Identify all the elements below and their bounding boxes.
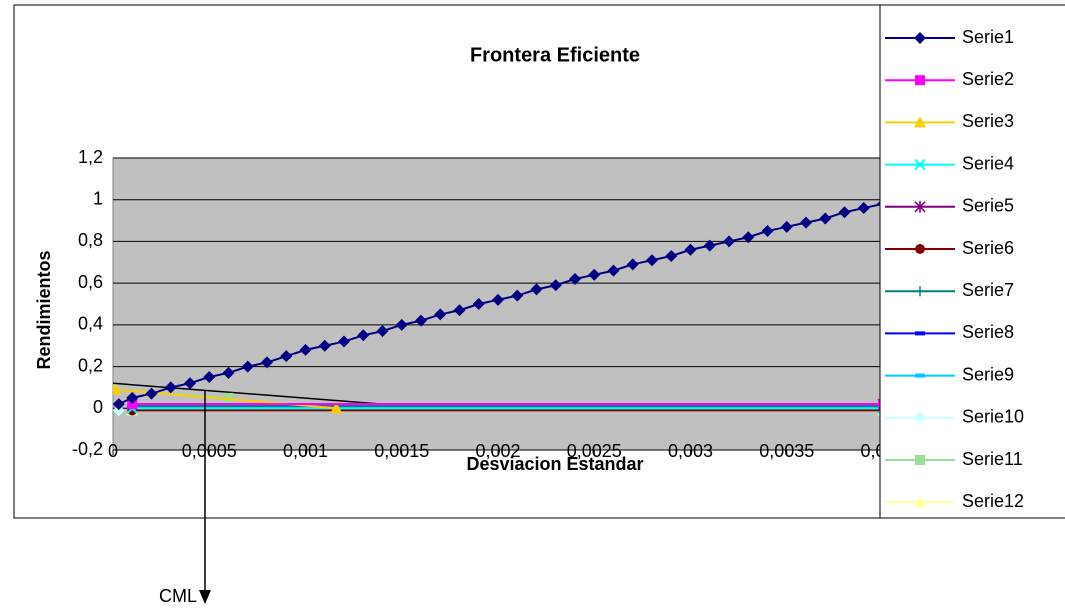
data-point	[145, 387, 158, 400]
data-point	[338, 335, 350, 348]
legend-marker	[915, 455, 925, 465]
legend-marker	[915, 331, 925, 336]
data-point	[395, 318, 408, 331]
data-point	[607, 264, 620, 277]
legend-marker	[914, 158, 926, 171]
x-tick-label: 0,0025	[567, 441, 622, 461]
cml-line	[113, 382, 383, 405]
data-point	[742, 231, 755, 244]
data-point	[241, 360, 254, 373]
data-point	[318, 339, 331, 352]
data-point	[113, 383, 121, 395]
y-tick-label: 1,2	[78, 147, 103, 167]
legend-label: Serie12	[962, 491, 1024, 511]
legend-label: Serie6	[962, 238, 1014, 258]
data-point	[299, 343, 312, 356]
data-point	[184, 377, 196, 390]
data-point	[838, 206, 851, 219]
legend-marker	[914, 116, 926, 128]
x-tick-label: 0	[108, 441, 118, 461]
data-point	[588, 268, 601, 281]
legend-label: Serie3	[962, 111, 1014, 131]
data-point	[800, 216, 812, 229]
data-point	[723, 235, 735, 248]
data-point	[330, 402, 343, 414]
data-point	[684, 243, 697, 256]
data-point	[877, 200, 880, 207]
legend-label: Serie4	[962, 153, 1014, 173]
legend-marker	[915, 75, 925, 86]
data-point	[549, 279, 562, 292]
data-point	[453, 304, 466, 317]
data-point	[357, 329, 370, 342]
legend-marker	[914, 32, 926, 44]
legend-label: Serie5	[962, 196, 1014, 216]
data-point	[434, 308, 447, 321]
y-tick-label: 0,4	[78, 314, 103, 334]
data-point	[261, 356, 273, 369]
x-tick-label: 0,0035	[759, 441, 814, 461]
data-point	[665, 250, 678, 263]
data-point	[511, 289, 524, 302]
data-point	[569, 272, 581, 285]
legend-marker	[914, 200, 926, 213]
y-tick-label: 0,6	[78, 272, 103, 292]
data-point	[126, 391, 139, 404]
y-tick-label: 0,8	[78, 230, 103, 250]
data-point	[113, 398, 125, 411]
legend-label: Serie2	[962, 69, 1014, 89]
data-point	[703, 239, 716, 252]
data-point	[780, 220, 793, 233]
x-axis-label: Desviacion Estandar	[466, 454, 643, 474]
y-tick-label: -0,2	[72, 439, 103, 459]
data-point	[626, 258, 639, 271]
chart-title: Frontera Eficiente	[470, 44, 640, 66]
legend-marker	[914, 496, 926, 508]
legend-marker	[914, 411, 926, 424]
data-point	[280, 350, 293, 363]
legend-label: Serie1	[962, 27, 1014, 47]
data-point	[113, 404, 125, 417]
legend-label: Serie8	[962, 322, 1014, 342]
data-point	[223, 392, 234, 403]
annotation: CML	[159, 586, 197, 606]
data-point	[819, 212, 832, 225]
y-tick-label: 1	[93, 188, 103, 208]
x-tick-label: 0,002	[475, 441, 520, 461]
data-point	[857, 202, 870, 215]
y-tick-label: 0	[93, 397, 103, 417]
x-tick-label: 0,003	[668, 441, 713, 461]
data-point	[530, 283, 543, 296]
y-axis-label: Rendimientos	[34, 250, 54, 369]
data-point	[415, 314, 427, 327]
data-point	[203, 371, 216, 383]
legend-label: Serie10	[962, 407, 1024, 427]
y-tick-label: 0,2	[78, 355, 103, 375]
legend-label: Serie7	[962, 280, 1014, 300]
x-tick-label: 0,0015	[374, 441, 429, 461]
data-point	[376, 325, 389, 338]
arrow-head	[199, 590, 211, 604]
legend-marker	[915, 244, 925, 254]
legend-marker	[915, 286, 925, 297]
x-tick-label: 0,001	[283, 441, 328, 461]
data-point	[472, 298, 485, 310]
data-point	[646, 254, 658, 267]
data-point	[127, 399, 138, 410]
data-point	[164, 381, 177, 394]
legend-marker	[915, 373, 925, 378]
plot-series	[113, 200, 880, 417]
data-point	[492, 293, 504, 306]
data-point	[878, 399, 880, 410]
data-point	[761, 225, 774, 237]
data-point	[222, 366, 235, 379]
legend-box	[879, 4, 1065, 519]
legend-label: Serie11	[962, 449, 1023, 469]
x-tick-label: 0,0005	[182, 441, 237, 461]
legend-label: Serie9	[962, 364, 1014, 384]
